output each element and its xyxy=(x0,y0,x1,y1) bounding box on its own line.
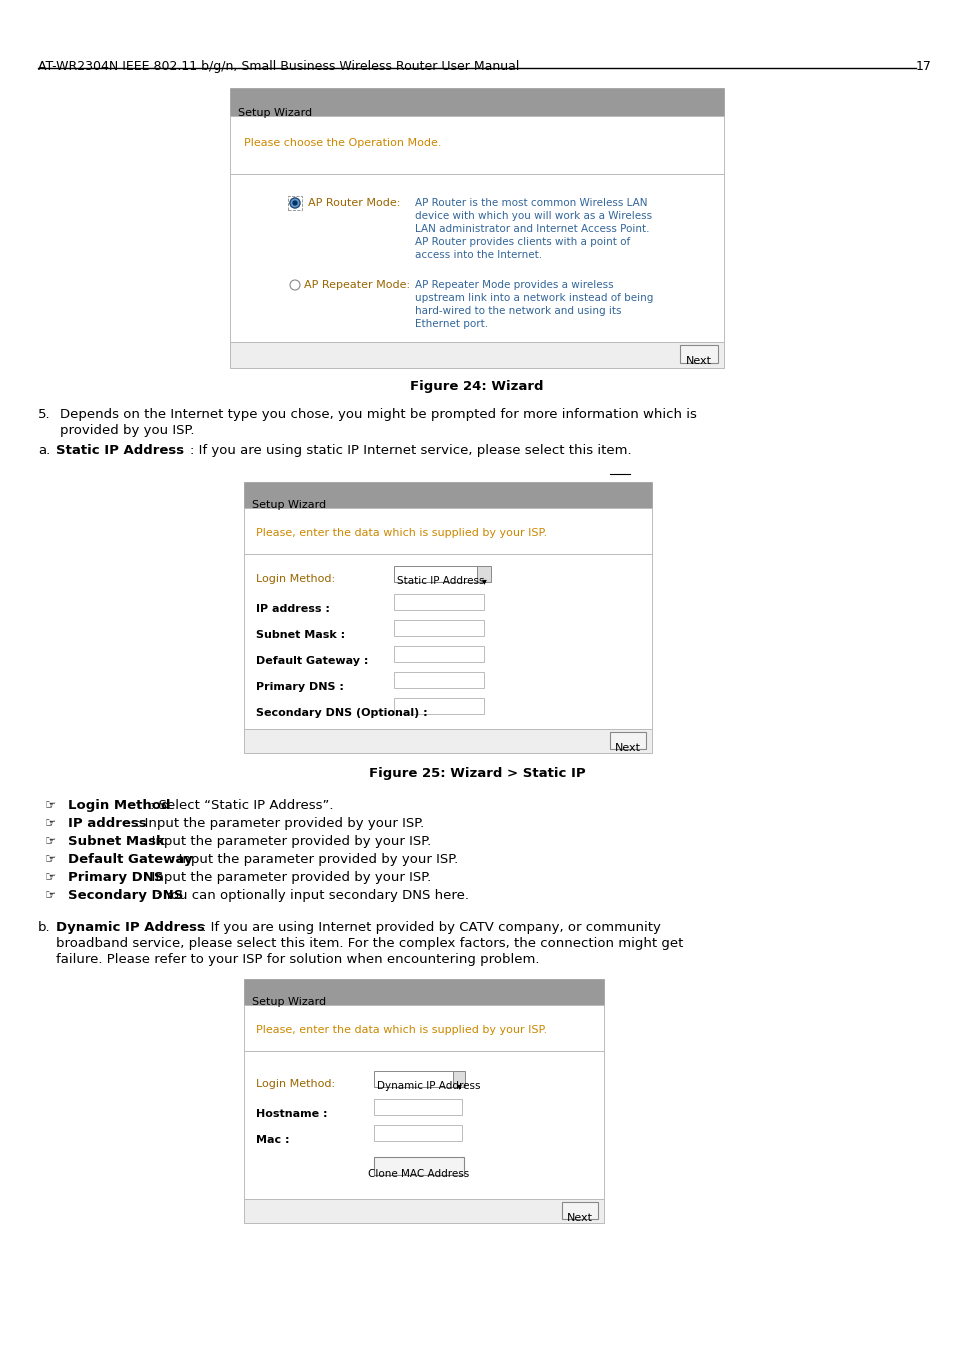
Text: Subnet Mask: Subnet Mask xyxy=(68,836,165,848)
Bar xyxy=(394,647,483,662)
Bar xyxy=(394,698,483,714)
Bar xyxy=(374,1099,461,1115)
Text: Next: Next xyxy=(685,356,711,366)
Text: a.: a. xyxy=(38,444,51,458)
Bar xyxy=(230,88,723,116)
Bar xyxy=(244,1052,603,1199)
Text: ☞: ☞ xyxy=(45,799,56,811)
Text: Figure 24: Wizard: Figure 24: Wizard xyxy=(410,379,543,393)
Text: Next: Next xyxy=(615,743,640,753)
Text: b.: b. xyxy=(38,921,51,934)
Text: Mac :: Mac : xyxy=(255,1135,289,1145)
Bar xyxy=(609,732,645,749)
Text: Setup Wizard: Setup Wizard xyxy=(252,998,326,1007)
Text: device with which you will work as a Wireless: device with which you will work as a Wir… xyxy=(415,211,652,221)
Text: 5.: 5. xyxy=(38,408,51,421)
Text: ☞: ☞ xyxy=(45,817,56,830)
Text: : If you are using static IP Internet service, please select this item.: : If you are using static IP Internet se… xyxy=(190,444,631,458)
Text: AP Repeater Mode provides a wireless: AP Repeater Mode provides a wireless xyxy=(415,279,613,290)
Bar xyxy=(679,346,718,363)
Bar xyxy=(561,1202,598,1219)
Text: provided by you ISP.: provided by you ISP. xyxy=(60,424,194,437)
Text: 17: 17 xyxy=(915,59,931,73)
Text: AP Repeater Mode:: AP Repeater Mode: xyxy=(304,279,410,290)
Text: Login Method: Login Method xyxy=(68,799,171,811)
Text: ☞: ☞ xyxy=(45,871,56,884)
Text: ☞: ☞ xyxy=(45,890,56,902)
Bar xyxy=(288,196,302,211)
Text: : Input the parameter provided by your ISP.: : Input the parameter provided by your I… xyxy=(143,836,431,848)
Text: ☞: ☞ xyxy=(45,836,56,848)
Bar xyxy=(244,1004,603,1052)
Bar xyxy=(374,1157,463,1174)
Text: : Input the parameter provided by your ISP.: : Input the parameter provided by your I… xyxy=(143,871,431,884)
Circle shape xyxy=(290,198,299,208)
Text: Primary DNS: Primary DNS xyxy=(68,871,163,884)
Text: : Input the parameter provided by your ISP.: : Input the parameter provided by your I… xyxy=(170,853,457,865)
Bar xyxy=(244,979,603,1004)
Text: Clone MAC Address: Clone MAC Address xyxy=(368,1169,469,1179)
Text: LAN administrator and Internet Access Point.: LAN administrator and Internet Access Po… xyxy=(415,224,649,234)
Text: Primary DNS :: Primary DNS : xyxy=(255,682,343,693)
Text: Subnet Mask :: Subnet Mask : xyxy=(255,630,345,640)
Text: Figure 25: Wizard > Static IP: Figure 25: Wizard > Static IP xyxy=(368,767,585,780)
Bar xyxy=(394,620,483,636)
Bar xyxy=(394,594,483,610)
Text: Ethernet port.: Ethernet port. xyxy=(415,319,488,329)
Text: Static IP Address: Static IP Address xyxy=(396,576,484,586)
Bar xyxy=(476,566,491,582)
Text: Static IP Address: Static IP Address xyxy=(56,444,184,458)
Text: Secondary DNS: Secondary DNS xyxy=(68,890,183,902)
Bar xyxy=(244,729,651,753)
Text: AP Router provides clients with a point of: AP Router provides clients with a point … xyxy=(415,238,630,247)
Bar xyxy=(244,554,651,729)
Text: Please, enter the data which is supplied by your ISP.: Please, enter the data which is supplied… xyxy=(255,528,547,539)
Text: AT-WR2304N IEEE 802.11 b/g/n, Small Business Wireless Router User Manual: AT-WR2304N IEEE 802.11 b/g/n, Small Busi… xyxy=(38,59,518,73)
Text: Setup Wizard: Setup Wizard xyxy=(252,500,326,510)
Bar xyxy=(394,566,485,582)
Text: : Select “Static IP Address”.: : Select “Static IP Address”. xyxy=(150,799,333,811)
Text: access into the Internet.: access into the Internet. xyxy=(415,250,541,261)
Bar xyxy=(394,672,483,688)
Text: failure. Please refer to your ISP for solution when encountering problem.: failure. Please refer to your ISP for so… xyxy=(56,953,539,967)
Text: hard-wired to the network and using its: hard-wired to the network and using its xyxy=(415,306,620,316)
Text: Setup Wizard: Setup Wizard xyxy=(237,108,312,117)
Text: Please choose the Operation Mode.: Please choose the Operation Mode. xyxy=(244,138,441,148)
Circle shape xyxy=(293,201,296,205)
Text: Please, enter the data which is supplied by your ISP.: Please, enter the data which is supplied… xyxy=(255,1025,547,1035)
Bar xyxy=(453,1071,464,1087)
Text: : Input the parameter provided by your ISP.: : Input the parameter provided by your I… xyxy=(136,817,424,830)
Text: Depends on the Internet type you chose, you might be prompted for more informati: Depends on the Internet type you chose, … xyxy=(60,408,696,421)
Text: broadband service, please select this item. For the complex factors, the connect: broadband service, please select this it… xyxy=(56,937,682,950)
Text: Secondary DNS (Optional) :: Secondary DNS (Optional) : xyxy=(255,707,427,718)
Text: Next: Next xyxy=(566,1214,593,1223)
Text: : You can optionally input secondary DNS here.: : You can optionally input secondary DNS… xyxy=(156,890,469,902)
Circle shape xyxy=(290,279,299,290)
Text: Hostname :: Hostname : xyxy=(255,1108,327,1119)
Text: Login Method:: Login Method: xyxy=(255,574,335,585)
Text: IP address: IP address xyxy=(68,817,147,830)
Bar xyxy=(244,482,651,508)
Text: upstream link into a network instead of being: upstream link into a network instead of … xyxy=(415,293,653,302)
Text: IP address :: IP address : xyxy=(255,603,330,614)
Bar xyxy=(230,342,723,369)
Text: : If you are using Internet provided by CATV company, or community: : If you are using Internet provided by … xyxy=(202,921,660,934)
Bar xyxy=(244,1199,603,1223)
Text: Login Method:: Login Method: xyxy=(255,1079,335,1089)
Bar xyxy=(230,116,723,174)
Text: Dynamic IP Address: Dynamic IP Address xyxy=(376,1081,480,1091)
Text: Dynamic IP Address: Dynamic IP Address xyxy=(56,921,205,934)
Bar xyxy=(244,508,651,554)
Text: Default Gateway: Default Gateway xyxy=(68,853,193,865)
Bar xyxy=(374,1125,461,1141)
Text: ▾: ▾ xyxy=(481,576,486,586)
Text: ▾: ▾ xyxy=(456,1081,461,1091)
Text: Default Gateway :: Default Gateway : xyxy=(255,656,368,666)
Text: AP Router Mode:: AP Router Mode: xyxy=(308,198,400,208)
Bar xyxy=(230,174,723,342)
Text: ☞: ☞ xyxy=(45,853,56,865)
Text: AP Router is the most common Wireless LAN: AP Router is the most common Wireless LA… xyxy=(415,198,647,208)
Bar xyxy=(374,1071,461,1087)
